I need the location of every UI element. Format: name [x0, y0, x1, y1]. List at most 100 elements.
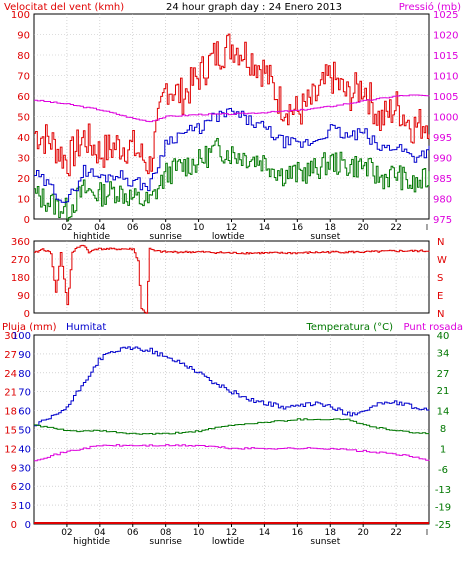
wind-y-tick-label: 100 [11, 10, 30, 21]
humidity-y-tick-label: 30 [18, 463, 31, 474]
temperature-y-tick-label: 34 [437, 348, 450, 359]
humidity-y-tick-label: 70 [18, 388, 31, 399]
dir-compass-label: E [437, 291, 443, 302]
rain-y-tick-label: 24 [4, 369, 17, 380]
p3-x-end-mark: l [426, 528, 428, 537]
humidity-y-tick-label: 80 [18, 369, 31, 380]
p1-x-end-mark: l [426, 223, 428, 232]
temperature-y-tick-label: -19 [435, 503, 451, 514]
humidity-y-tick-label: 100 [12, 331, 31, 342]
p1-event-hightide: hightide [73, 232, 110, 242]
p1-x-tick-label: 14 [259, 223, 271, 233]
pressure-y-tick-label: 1000 [433, 113, 458, 124]
humidity-y-tick-label: 40 [18, 444, 31, 455]
pressure-y-tick-label: 995 [433, 133, 452, 144]
p1-x-tick-label: 20 [357, 223, 369, 233]
series-wind-gust [34, 33, 430, 177]
p3-event-sunrise: sunrise [149, 537, 182, 547]
series-pressure [34, 94, 430, 123]
rain-y-tick-label: 6 [11, 482, 17, 493]
temperature-axis-title: Temperatura (°C) [305, 322, 393, 333]
temperature-y-tick-label: -13 [435, 485, 451, 496]
pressure-y-tick-label: 1005 [433, 92, 458, 103]
p1-x-tick-label: 06 [127, 223, 139, 233]
rain-y-tick-label: 9 [11, 463, 17, 474]
p1-x-tick-label: 10 [193, 223, 205, 233]
wind-y-tick-label: 90 [17, 31, 30, 42]
p1-x-tick-label: 16 [292, 223, 304, 233]
wind-y-tick-label: 40 [17, 133, 30, 144]
series-wind-direction [34, 244, 430, 314]
rain-humidity-temp-plot-area [33, 334, 430, 525]
wind-y-tick-label: 60 [17, 92, 30, 103]
p3-x-tick-label: 02 [61, 528, 72, 538]
pressure-y-tick-label: 1025 [433, 10, 458, 21]
temperature-y-tick-label: 27 [437, 369, 450, 380]
dir-compass-label: W [437, 255, 447, 266]
dir-compass-label: S [437, 273, 443, 284]
rain-y-tick-label: 21 [4, 388, 17, 399]
wind-y-tick-label: 70 [17, 72, 30, 83]
wind-y-tick-label: 50 [17, 113, 30, 124]
dewpoint-axis-title: Punt rosada [404, 322, 463, 333]
dir-compass-label: N [437, 309, 444, 320]
temperature-y-tick-label: -25 [435, 520, 451, 531]
p3-event-sunset: sunset [310, 537, 340, 547]
pressure-y-tick-label: 980 [433, 195, 452, 206]
humidity-y-tick-label: 20 [18, 482, 31, 493]
wind-y-tick-label: 10 [17, 195, 30, 206]
p3-x-tick-label: 12 [226, 528, 237, 538]
p1-event-sunset: sunset [310, 232, 340, 242]
temperature-y-tick-label: 8 [440, 424, 446, 435]
p3-x-tick-label: 14 [259, 528, 271, 538]
dir-y-tick-label: 360 [11, 237, 30, 248]
series-dewpoint [34, 444, 430, 462]
pressure-y-tick-label: 1020 [433, 31, 458, 42]
p1-x-tick-label: 08 [160, 223, 172, 233]
series-wind-avg [34, 108, 430, 203]
dir-compass-label: N [437, 237, 444, 248]
p3-x-tick-label: 16 [292, 528, 304, 538]
humidity-y-tick-label: 0 [25, 520, 31, 531]
p1-x-tick-label: 22 [390, 223, 401, 233]
p3-x-tick-label: 10 [193, 528, 205, 538]
rain-y-tick-label: 15 [4, 426, 17, 437]
dir-y-tick-label: 270 [11, 255, 30, 266]
pressure-axis-title: Pressió (mb) [399, 1, 461, 13]
rain-axis-title: Pluja (mm) [2, 322, 57, 333]
wind-y-tick-label: 30 [17, 154, 30, 165]
humidity-y-tick-label: 90 [18, 350, 31, 361]
p3-x-tick-label: 08 [160, 528, 172, 538]
dir-y-tick-label: 90 [17, 291, 30, 302]
pressure-y-tick-label: 1010 [433, 72, 458, 83]
rain-y-tick-label: 30 [4, 331, 17, 342]
humidity-y-tick-label: 50 [18, 426, 31, 437]
wind-axis-title: Velocitat del vent (kmh) [4, 2, 124, 13]
series-wind-low [34, 138, 430, 222]
p3-x-tick-label: 22 [390, 528, 401, 538]
temperature-y-tick-label: 14 [437, 407, 450, 418]
dir-y-tick-label: 0 [24, 309, 30, 320]
temperature-y-tick-label: 40 [437, 331, 450, 342]
pressure-y-tick-label: 985 [433, 174, 452, 185]
p3-x-tick-label: 20 [357, 528, 369, 538]
series-temperature [34, 418, 430, 435]
dir-y-tick-label: 180 [11, 273, 30, 284]
chart-title: 24 hour graph day : 24 Enero 2013 [166, 2, 342, 13]
p3-event-lowtide: lowtide [212, 537, 245, 547]
rain-y-tick-label: 3 [11, 501, 17, 512]
p1-x-tick-label: 02 [61, 223, 72, 233]
pressure-y-tick-label: 1015 [433, 51, 458, 62]
temperature-y-tick-label: -6 [438, 465, 448, 476]
rain-y-tick-label: 12 [4, 444, 17, 455]
rain-y-tick-label: 18 [4, 407, 17, 418]
pressure-y-tick-label: 990 [433, 154, 452, 165]
p1-event-lowtide: lowtide [212, 232, 245, 242]
temperature-y-tick-label: 1 [440, 444, 446, 455]
pressure-y-tick-label: 975 [433, 215, 452, 226]
humidity-y-tick-label: 10 [18, 501, 31, 512]
wind-y-tick-label: 0 [24, 215, 30, 226]
p1-event-sunrise: sunrise [149, 232, 182, 242]
